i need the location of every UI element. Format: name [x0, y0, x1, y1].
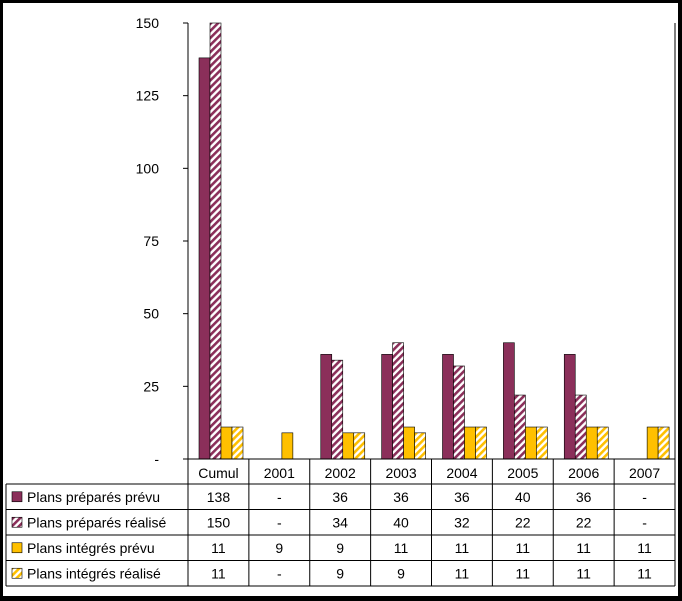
legend-label: Plans intégrés réalisé	[27, 565, 161, 581]
bar-2004-series-1	[442, 354, 454, 460]
table-value: 32	[454, 514, 470, 530]
legend-key-series-1	[11, 491, 23, 503]
bar-2007-series-3	[646, 426, 659, 460]
bar-2005-series-3	[525, 426, 537, 460]
bar-2002-series-1	[320, 354, 333, 460]
y-tick-label: -	[154, 451, 159, 467]
bar-cumul-series-3	[220, 426, 233, 460]
bar-2004-series-4	[475, 426, 487, 460]
table-value: 22	[576, 514, 592, 530]
bar-2002-series-4	[353, 432, 366, 460]
table-value: -	[277, 565, 282, 581]
table-value: 36	[332, 489, 348, 505]
legend-label: Plans préparés prévu	[27, 489, 160, 505]
table-value: 22	[515, 514, 531, 530]
y-tick-label: 125	[136, 88, 160, 104]
x-tick-label: 2002	[325, 465, 356, 481]
bar-chart: - 25 50 75 100 125 150 Cumul 2001 2002 2003 2004 20…	[5, 15, 676, 587]
chart-panel: - 25 50 75 100 125 150 Cumul 2001 2002 2003 2004 20…	[3, 3, 678, 596]
bar-2002-series-3	[342, 432, 355, 460]
table-value: 9	[275, 540, 283, 556]
bar-2002-series-2	[331, 359, 344, 460]
bar-2004-series-2	[453, 365, 465, 460]
table-value: 11	[394, 540, 409, 556]
table-value: 36	[393, 489, 409, 505]
table-value: 11	[516, 565, 531, 581]
bar-2004-series-3	[464, 426, 476, 460]
table-value: 40	[515, 489, 531, 505]
table-value: 138	[207, 489, 231, 505]
bar-cumul-series-2	[209, 22, 222, 460]
chart-bars	[198, 22, 670, 460]
table-value: 11	[576, 540, 591, 556]
table-value: 9	[397, 565, 405, 581]
y-tick-label: 50	[143, 306, 159, 322]
table-value: 150	[207, 514, 231, 530]
bar-2006-series-2	[574, 394, 587, 460]
y-tick-label: 25	[143, 378, 159, 394]
table-value: 11	[455, 565, 470, 581]
table-value: 11	[211, 540, 226, 556]
legend-key-series-4	[11, 567, 23, 579]
x-tick-label: 2005	[507, 465, 538, 481]
table-value: 40	[393, 514, 409, 530]
data-table: Cumul 2001 2002 2003 2004 2005 2006 2007 Plans p…	[5, 23, 676, 587]
y-tick-label: 100	[136, 160, 160, 176]
x-tick-label: 2006	[568, 465, 599, 481]
table-value: 11	[637, 540, 652, 556]
bar-2005-series-1	[503, 342, 515, 460]
x-tick-label: Cumul	[198, 465, 238, 481]
bar-2006-series-4	[596, 426, 609, 460]
bar-2003-series-3	[403, 426, 415, 460]
x-tick-label: 2001	[264, 465, 295, 481]
bar-2003-series-1	[381, 354, 393, 460]
table-value: -	[642, 514, 647, 530]
bar-2003-series-2	[392, 342, 404, 460]
table-value: -	[277, 489, 282, 505]
bar-2007-series-4	[657, 426, 670, 460]
table-value: 11	[455, 540, 470, 556]
table-value: 34	[332, 514, 348, 530]
bar-2005-series-4	[536, 426, 548, 460]
table-value: 9	[336, 565, 344, 581]
legend-label: Plans préparés réalisé	[27, 514, 167, 530]
table-value: 11	[637, 565, 652, 581]
y-tick-label: 150	[136, 15, 160, 31]
table-value: 36	[576, 489, 592, 505]
chart-axes: - 25 50 75 100 125 150	[136, 15, 189, 467]
table-value: 11	[576, 565, 591, 581]
legend-key-series-2	[11, 516, 23, 528]
table-value: 11	[211, 565, 226, 581]
table-value: -	[277, 514, 282, 530]
table-value: -	[642, 489, 647, 505]
table-value: 36	[454, 489, 470, 505]
bar-2001-series-3	[281, 432, 294, 460]
table-value: 9	[336, 540, 344, 556]
bar-2003-series-4	[414, 432, 426, 460]
legend-label: Plans intégrés prévu	[27, 540, 155, 556]
bar-2006-series-1	[563, 354, 576, 460]
bar-2006-series-3	[585, 426, 598, 460]
bar-cumul-series-4	[231, 426, 244, 460]
y-tick-label: 75	[143, 233, 159, 249]
legend-key-series-3	[11, 542, 23, 554]
table-value: 11	[516, 540, 531, 556]
x-tick-label: 2007	[629, 465, 660, 481]
bar-cumul-series-1	[198, 57, 211, 460]
x-tick-label: 2004	[446, 465, 477, 481]
x-tick-label: 2003	[385, 465, 416, 481]
bar-2005-series-2	[514, 394, 526, 460]
